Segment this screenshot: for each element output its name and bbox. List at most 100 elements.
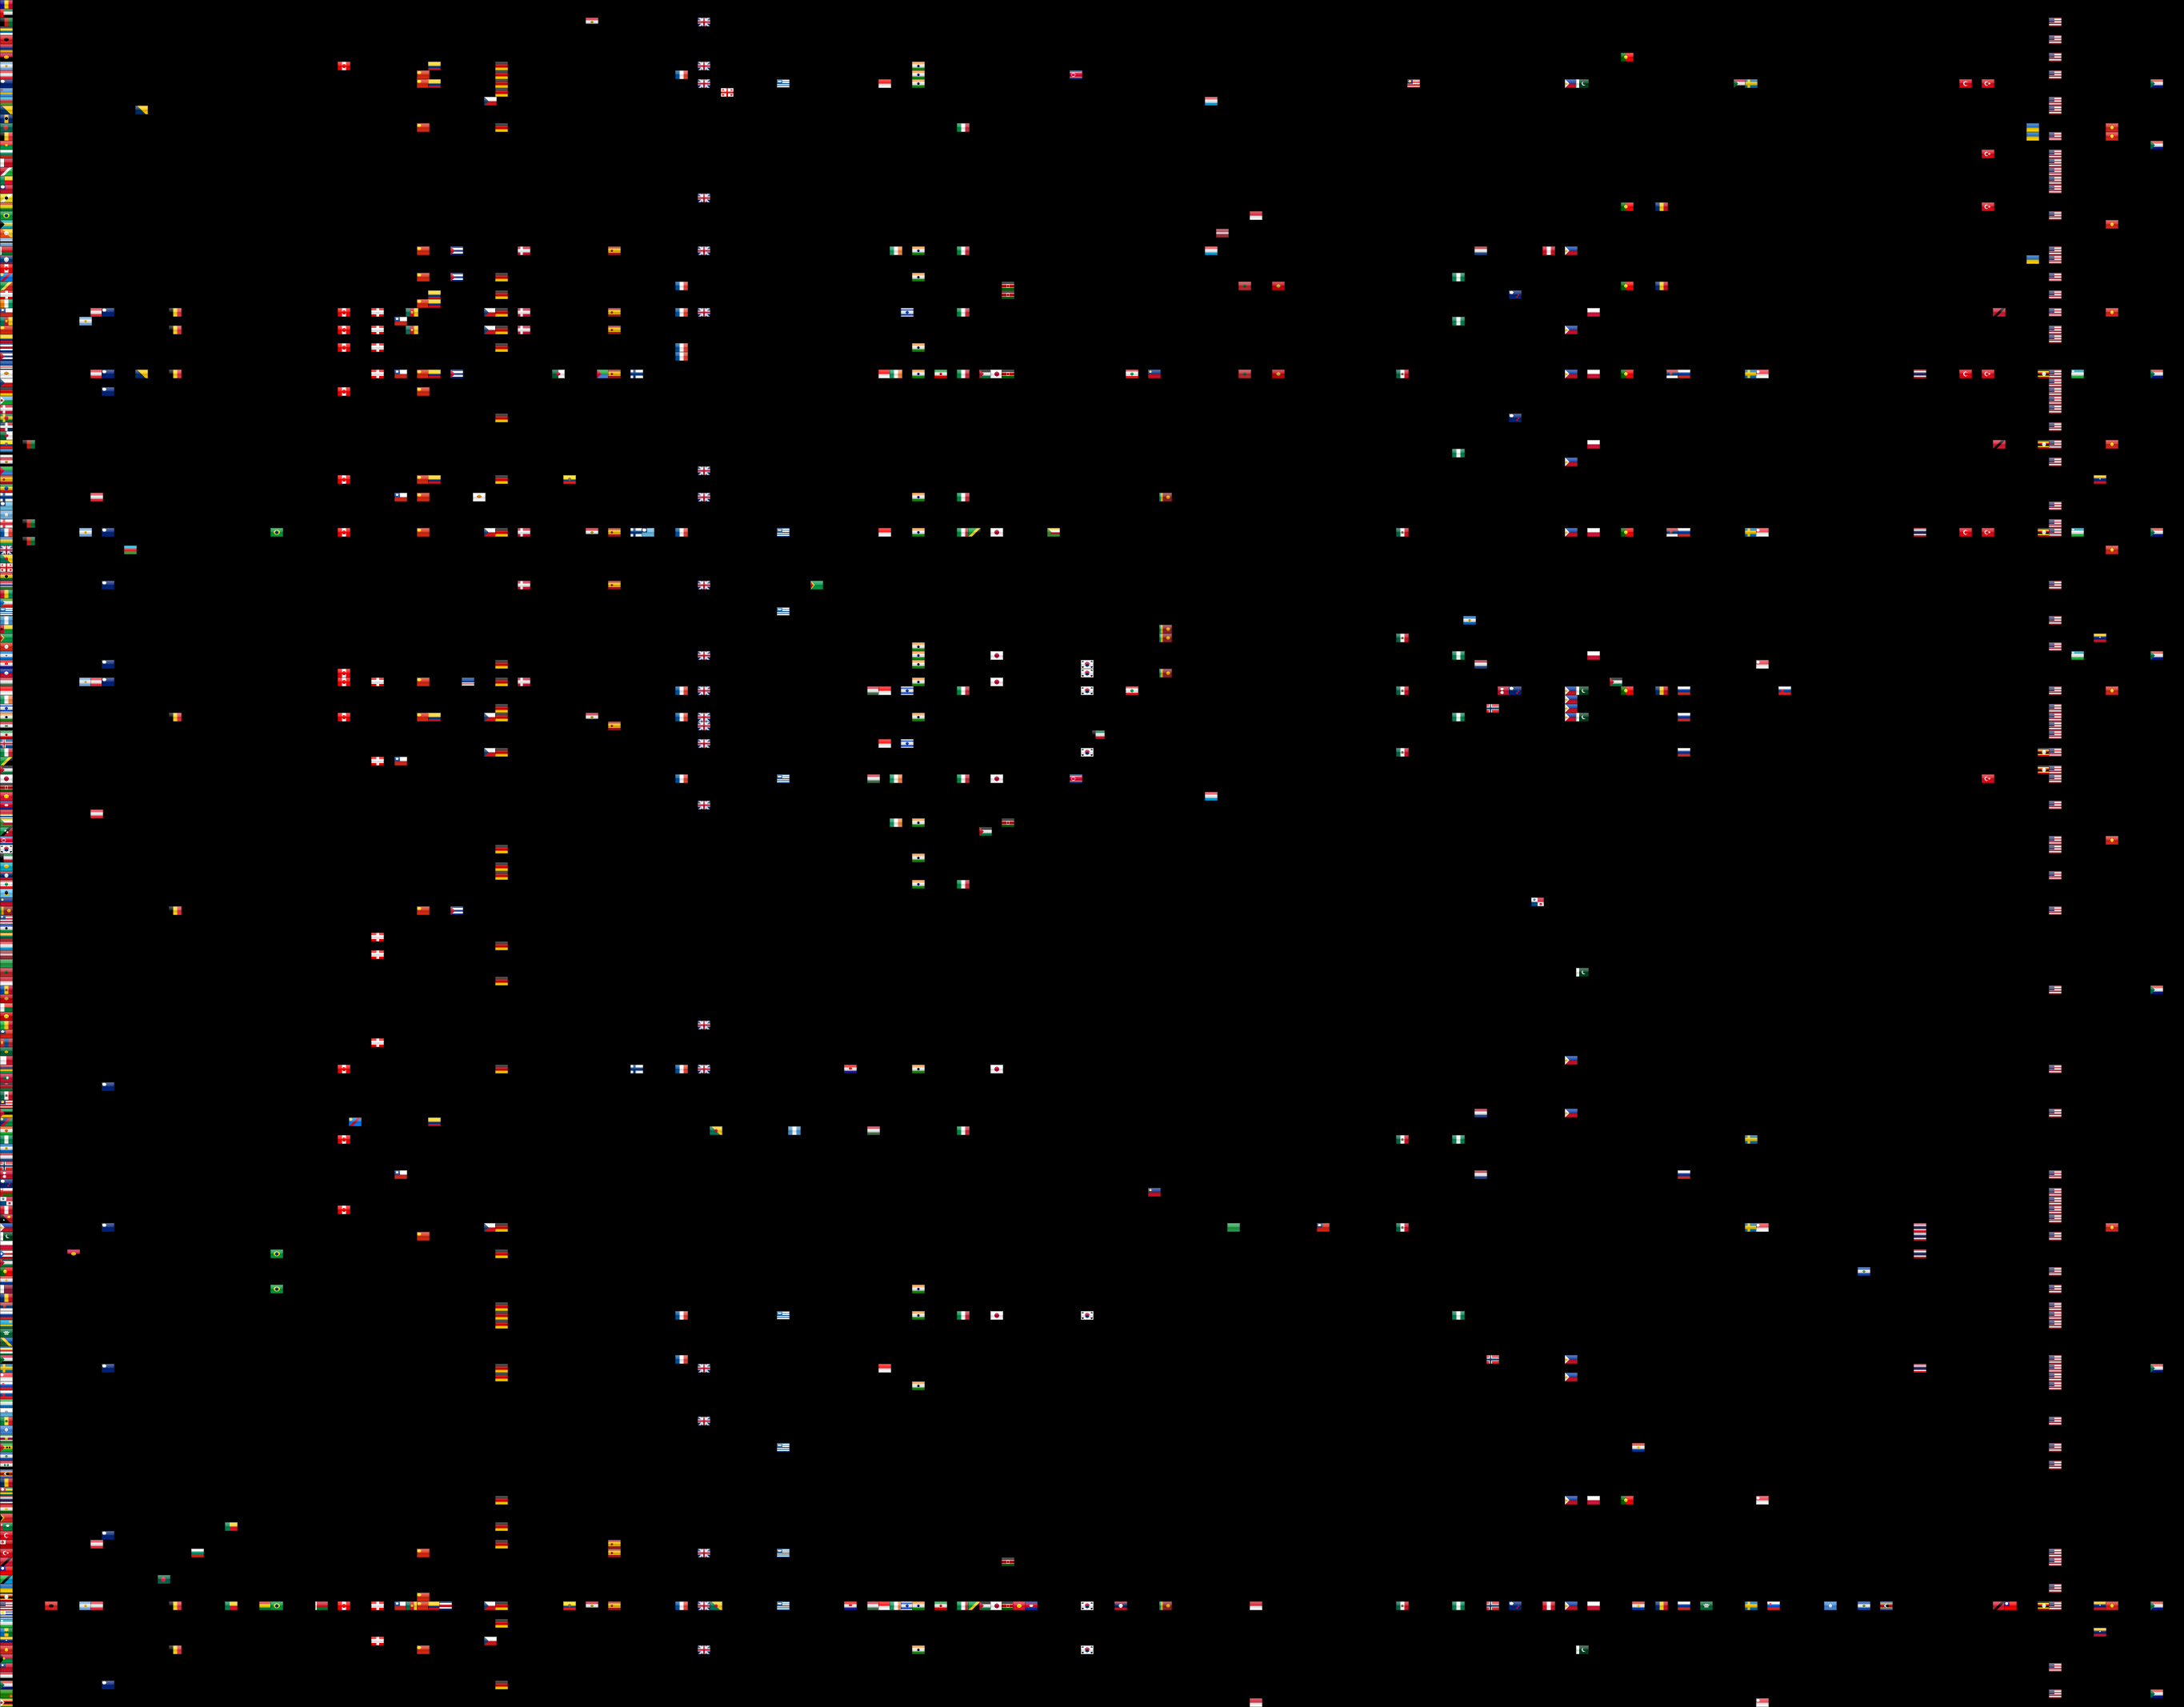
row-label-flag-bd bbox=[0, 123, 13, 132]
matrix-flag-il-ph bbox=[1565, 704, 1578, 713]
matrix-flag-au-de bbox=[495, 79, 508, 88]
matrix-flag-cy-us bbox=[2049, 370, 2062, 378]
matrix-flag-us-eg bbox=[586, 1601, 598, 1610]
matrix-flag-id-it bbox=[957, 686, 970, 695]
matrix-flag-hu-de bbox=[495, 678, 508, 686]
matrix-flag-qa-in bbox=[912, 1285, 925, 1293]
matrix-flag-tr-es bbox=[608, 1549, 621, 1557]
matrix-flag-cy-it bbox=[957, 370, 970, 378]
matrix-flag-fr-gr bbox=[777, 528, 790, 537]
matrix-flag-fi-it bbox=[957, 493, 970, 502]
row-label-flag-sz bbox=[0, 1469, 13, 1478]
row-label-flag-kp bbox=[0, 836, 13, 845]
matrix-flag-jp-hu bbox=[867, 774, 880, 783]
matrix-flag-th-pt bbox=[1621, 1496, 1634, 1505]
matrix-flag-ve-cz bbox=[484, 1637, 497, 1645]
matrix-flag-cl-ch bbox=[371, 308, 384, 317]
matrix-flag-bn-gb bbox=[698, 194, 710, 202]
matrix-flag-at-de bbox=[495, 70, 508, 79]
matrix-flag-ph-se bbox=[1745, 1223, 1758, 1232]
matrix-flag-us-it bbox=[957, 1601, 970, 1610]
matrix-flag-cl-be bbox=[169, 308, 182, 317]
matrix-flag-id-ph bbox=[1565, 686, 1578, 695]
matrix-flag-cd-ng bbox=[1452, 273, 1465, 282]
row-label-flag-bm bbox=[0, 185, 13, 194]
matrix-flag-tm-de bbox=[495, 1522, 508, 1531]
row-label-flag-tm bbox=[0, 1522, 13, 1531]
matrix-flag-bo-ro bbox=[1655, 202, 1668, 211]
matrix-flag-fr-fi bbox=[630, 528, 643, 537]
matrix-flag-us-sa bbox=[1700, 1601, 1713, 1610]
matrix-flag-bh-us bbox=[2049, 158, 2062, 167]
matrix-flag-au-co bbox=[428, 79, 441, 88]
matrix-flag-it-kr bbox=[1081, 748, 1094, 757]
matrix-flag-aw-de bbox=[495, 88, 508, 97]
row-label-flag-co bbox=[0, 334, 13, 343]
matrix-flag-th-sg bbox=[1756, 1496, 1769, 1505]
row-label-flag-pe bbox=[0, 1205, 13, 1214]
matrix-flag-vn-cn bbox=[417, 1645, 430, 1654]
matrix-flag-pr-de bbox=[495, 1249, 508, 1258]
matrix-flag-us-py bbox=[1632, 1601, 1645, 1610]
row-label-flag-ls bbox=[0, 924, 13, 933]
matrix-flag-rs-us bbox=[2049, 1302, 2062, 1311]
matrix-flag-de-au bbox=[102, 387, 114, 396]
matrix-flag-ve-ch bbox=[371, 1637, 384, 1645]
matrix-flag-be-vn bbox=[2106, 132, 2118, 141]
row-label-flag-bz bbox=[0, 255, 13, 264]
matrix-flag-cy-ba bbox=[135, 370, 148, 378]
matrix-flag-in-de bbox=[495, 713, 508, 722]
row-label-flag-ws bbox=[0, 1663, 13, 1672]
matrix-flag-cy-ma bbox=[1238, 370, 1251, 378]
row-label-flag-pr bbox=[0, 1249, 13, 1258]
matrix-flag-pr-th bbox=[1914, 1249, 1926, 1258]
row-label-flag-md bbox=[0, 985, 13, 994]
matrix-flag-fr-es bbox=[608, 528, 621, 537]
matrix-flag-us-ie bbox=[890, 1601, 902, 1610]
matrix-flag-mw-au bbox=[102, 1082, 114, 1091]
matrix-flag-in-ru bbox=[1678, 713, 1690, 722]
matrix-flag-cu-fr bbox=[675, 352, 688, 361]
matrix-flag-jm-ch bbox=[371, 757, 384, 766]
matrix-flag-ar-in bbox=[912, 62, 925, 70]
matrix-flag-sn-gb bbox=[698, 1417, 710, 1425]
row-label-flag-by bbox=[0, 246, 13, 255]
row-label-flag-kh bbox=[0, 801, 13, 810]
row-label-flag-hr bbox=[0, 660, 13, 669]
matrix-flag-hn-za bbox=[2150, 651, 2163, 660]
matrix-flag-mu-fi bbox=[630, 1065, 643, 1073]
matrix-flag-cl-ca bbox=[338, 308, 350, 317]
matrix-flag-us-si bbox=[1767, 1601, 1780, 1610]
matrix-flag-tt-ke bbox=[1002, 1557, 1014, 1566]
matrix-flag-in-eg bbox=[586, 713, 598, 722]
matrix-flag-fi-cl bbox=[394, 493, 407, 502]
matrix-flag-gy-mx bbox=[1396, 634, 1409, 642]
matrix-flag-jp-it bbox=[957, 774, 970, 783]
matrix-flag-cy-lb bbox=[1126, 370, 1138, 378]
matrix-flag-hu-ch bbox=[371, 678, 384, 686]
row-label-flag-ca bbox=[0, 264, 13, 273]
matrix-flag-fr-ca bbox=[338, 528, 350, 537]
matrix-flag-hu-at bbox=[90, 678, 103, 686]
matrix-flag-ne-gt bbox=[788, 1126, 801, 1135]
matrix-flag-qa-us bbox=[2049, 1285, 2062, 1293]
matrix-flag-fr-ph bbox=[1565, 528, 1578, 537]
row-label-flag-sm bbox=[0, 1408, 13, 1417]
matrix-flag-ru-it bbox=[957, 1311, 970, 1320]
matrix-flag-ru-gr bbox=[777, 1311, 790, 1320]
matrix-flag-au-tn bbox=[1959, 79, 1972, 88]
matrix-flag-qa-br bbox=[270, 1285, 283, 1293]
matrix-flag-au-ph bbox=[1565, 79, 1578, 88]
matrix-flag-si-in bbox=[912, 1381, 925, 1390]
matrix-flag-mu-jp bbox=[990, 1065, 1003, 1073]
row-label-flag-ps bbox=[0, 1258, 13, 1267]
matrix-flag-ph-sg bbox=[1756, 1223, 1769, 1232]
matrix-flag-ph-au bbox=[102, 1223, 114, 1232]
matrix-flag-by-it bbox=[957, 246, 970, 255]
matrix-flag-ec-af bbox=[22, 440, 35, 449]
matrix-flag-in-gb bbox=[698, 713, 710, 722]
matrix-flag-aw-ge bbox=[721, 88, 734, 97]
matrix-flag-in-be bbox=[169, 713, 182, 722]
matrix-flag-kz-de bbox=[495, 862, 508, 871]
matrix-flag-by-es bbox=[608, 246, 621, 255]
